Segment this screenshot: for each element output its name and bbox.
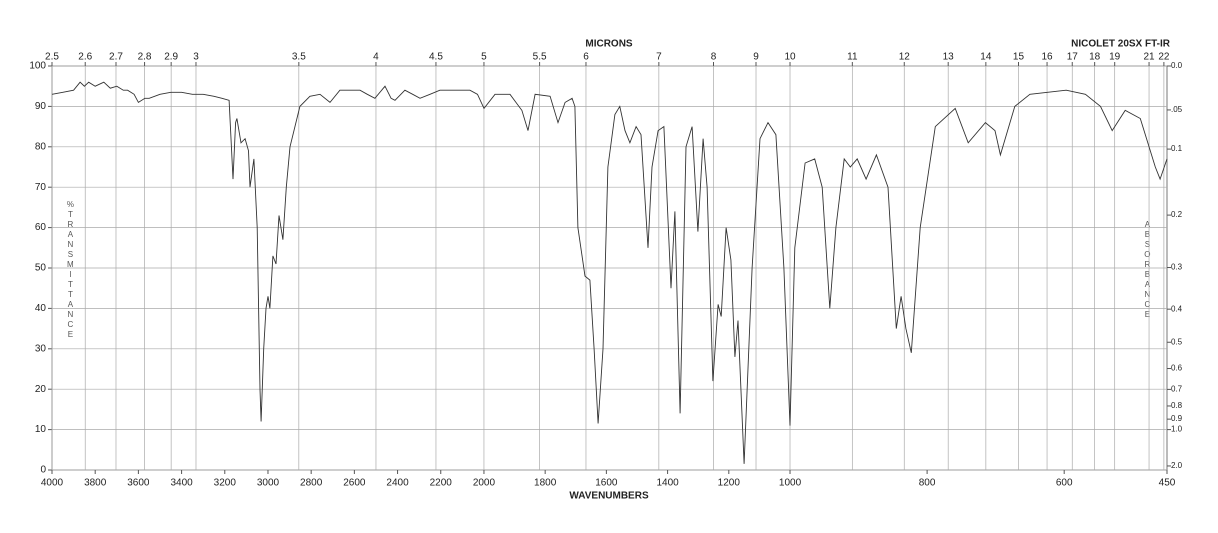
x2-tick-label: 12 [899,52,911,63]
x2-tick-label: 11 [847,52,858,63]
x-tick-label: 2200 [430,478,453,489]
x2-tick-label: 5.5 [533,52,547,63]
y2-axis-title: ABSORBANCE [1143,220,1152,320]
y2-tick-label: 0.0 [1171,61,1183,70]
x-tick-label: 2600 [343,478,366,489]
x2-tick-label: 17 [1067,52,1079,63]
x-tick-label: 1000 [779,478,802,489]
x2-tick-label: 2.9 [164,52,178,63]
spectrum-line [51,81,1168,464]
y-tick-label: 70 [35,182,47,193]
y2-tick-label: 0.8 [1171,401,1183,410]
x2-tick-label: 13 [943,52,955,63]
y-tick-label: 80 [35,141,47,152]
x2-tick-label: 2.7 [109,52,123,63]
x2-tick-label: 2.5 [45,52,59,63]
x2-tick-label: 6 [583,52,589,63]
x2-tick-label: 18 [1089,52,1101,63]
x2-tick-label: 19 [1109,52,1121,63]
x2-tick-label: 3 [193,52,199,63]
y2-tick-label: 1.0 [1171,425,1183,434]
x-tick-label: 1200 [718,478,741,489]
x-tick-label: 3400 [170,478,193,489]
y2-tick-label: 0.9 [1171,414,1183,423]
x2-tick-label: 15 [1013,52,1025,63]
x2-tick-label: 4 [373,52,379,63]
y2-tick-label: 0.1 [1171,144,1183,153]
x-tick-label: 3600 [127,478,150,489]
x-tick-label: 2400 [386,478,409,489]
y-tick-label: 0 [40,465,46,476]
y2-tick-label: 0.7 [1171,385,1183,394]
x-tick-label: 600 [1056,478,1073,489]
y2-tick-label: 0.5 [1171,337,1183,346]
x2-tick-label: 16 [1041,52,1053,63]
x-tick-label: 1600 [595,478,618,489]
y-tick-label: 40 [35,303,47,314]
x2-tick-label: 3.5 [292,52,306,63]
x2-tick-label: 2.8 [138,52,152,63]
y-tick-label: 60 [35,222,47,233]
x-tick-label: 800 [919,478,936,489]
x-tick-label: 4000 [41,478,64,489]
y-tick-label: 90 [35,101,47,112]
x2-tick-label: 14 [980,52,992,63]
y2-tick-label: .05 [1171,105,1183,114]
y2-tick-label: 0.6 [1171,364,1183,373]
y-tick-label: 10 [35,424,47,435]
x2-tick-label: 7 [656,52,662,63]
y2-tick-label: 0.2 [1171,210,1183,219]
y2-tick-label: 2.0 [1171,461,1183,470]
x-tick-label: 450 [1159,478,1176,489]
x2-tick-label: 4.5 [429,52,443,63]
x-tick-label: 3000 [257,478,280,489]
x-axis-title: WAVENUMBERS [569,491,649,502]
x2-tick-label: 22 [1158,52,1170,63]
y2-tick-label: 0.3 [1171,263,1183,272]
y-tick-label: 20 [35,384,47,395]
x2-tick-label: 9 [753,52,759,63]
x-tick-label: 2800 [300,478,323,489]
y-axis-title: %TRANSMITTANCE [66,200,75,340]
y2-tick-label: 0.4 [1171,304,1183,313]
x-tick-label: 1400 [656,478,679,489]
x-tick-label: 3200 [214,478,237,489]
y-tick-label: 30 [35,343,47,354]
x-tick-label: 3800 [84,478,107,489]
chart-title: MICRONS [585,39,633,50]
x-tick-label: 1800 [534,478,557,489]
x-tick-label: 2000 [473,478,496,489]
x2-tick-label: 21 [1143,52,1155,63]
y-tick-label: 100 [29,61,46,72]
instrument-label: NICOLET 20SX FT-IR [1071,39,1171,50]
x2-tick-label: 10 [784,52,796,63]
x2-tick-label: 5 [481,52,487,63]
y-tick-label: 50 [35,263,47,274]
x2-tick-label: 2.6 [78,52,92,63]
x2-tick-label: 8 [711,52,717,63]
